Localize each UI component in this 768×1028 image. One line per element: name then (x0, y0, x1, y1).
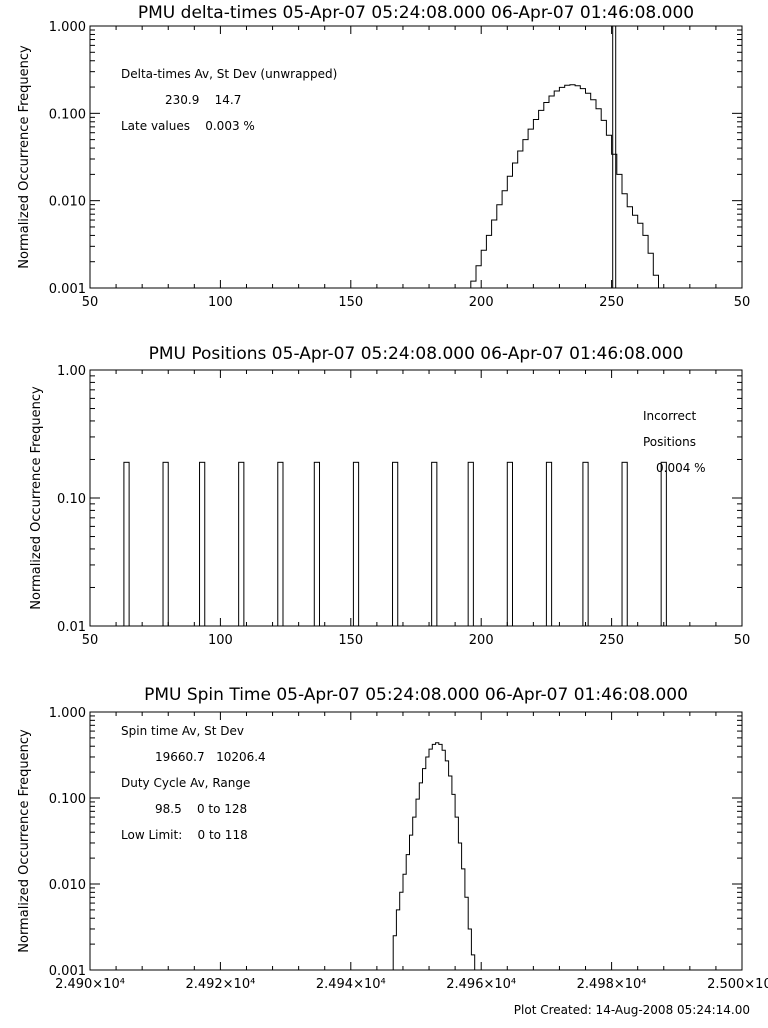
histogram-bar (162, 461, 169, 627)
chart-title: PMU delta-times 05-Apr-07 05:24:08.000 0… (138, 3, 694, 23)
y-axis-label: Normalized Occurrence Frequency (17, 45, 32, 269)
histogram-bar (582, 461, 589, 627)
annotation-text: Positions (643, 435, 696, 449)
y-tick-label: 0.001 (49, 282, 86, 297)
y-tick-label: 0.10 (57, 492, 86, 507)
x-tick-label: 50 (82, 633, 99, 648)
y-axis-label: Normalized Occurrence Frequency (17, 729, 32, 953)
annotation-text: 0.004 % (656, 461, 706, 475)
x-tick-label: 50 (82, 295, 99, 310)
histogram-spike-bar (612, 25, 617, 289)
histogram-bar (660, 461, 667, 627)
x-tick-label: 2.500×10⁴ (707, 977, 768, 992)
chart-panel-3: PMU Spin Time 05-Apr-07 05:24:08.000 06-… (17, 685, 768, 992)
y-tick-label: 0.100 (49, 107, 86, 122)
y-tick-label: 0.100 (49, 792, 86, 807)
histogram-step-line (470, 84, 659, 288)
x-tick-label: 150 (338, 633, 363, 648)
x-tick-label: 2.490×10⁴ (55, 977, 125, 992)
y-axis-label: Normalized Occurrence Frequency (29, 386, 44, 610)
x-tick-label: 50 (734, 295, 751, 310)
chart-title: PMU Spin Time 05-Apr-07 05:24:08.000 06-… (144, 685, 688, 705)
x-tick-label: 100 (208, 633, 233, 648)
y-tick-label: 0.010 (49, 195, 86, 210)
y-tick-label: 1.000 (49, 20, 86, 35)
x-tick-label: 200 (469, 295, 494, 310)
annotation-text: Duty Cycle Av, Range (121, 776, 250, 790)
y-tick-label: 0.010 (49, 878, 86, 893)
x-tick-label: 2.496×10⁴ (446, 977, 516, 992)
histogram-bar (621, 461, 628, 627)
annotation-text: Incorrect (643, 409, 696, 423)
histogram-bar (545, 461, 553, 627)
plot-frame (89, 711, 743, 971)
histogram-bar (277, 461, 284, 627)
annotation-text: 19660.7 10206.4 (155, 750, 266, 764)
plot-frame (89, 25, 743, 289)
x-tick-label: 50 (734, 633, 751, 648)
x-tick-label: 200 (469, 633, 494, 648)
x-tick-label: 100 (208, 295, 233, 310)
chart-title: PMU Positions 05-Apr-07 05:24:08.000 06-… (149, 344, 684, 364)
histogram-bar (431, 461, 438, 627)
annotation-text: Delta-times Av, St Dev (unwrapped) (121, 67, 337, 81)
histogram-bar (313, 461, 321, 627)
histogram-bar (199, 461, 206, 627)
annotation-text: 98.5 0 to 128 (155, 802, 247, 816)
histogram-bar (352, 461, 360, 627)
chart-panel-1: PMU delta-times 05-Apr-07 05:24:08.000 0… (17, 3, 750, 310)
histogram-bar (123, 461, 130, 627)
x-tick-label: 250 (599, 295, 624, 310)
y-tick-label: 0.001 (49, 964, 86, 979)
histogram-bar (392, 461, 399, 627)
chart-panel-2: PMU Positions 05-Apr-07 05:24:08.000 06-… (29, 344, 750, 648)
annotation-text: Low Limit: 0 to 118 (121, 828, 248, 842)
histogram-step-line (392, 742, 476, 970)
x-tick-label: 150 (338, 295, 363, 310)
x-tick-label: 2.494×10⁴ (316, 977, 386, 992)
x-tick-label: 2.492×10⁴ (185, 977, 255, 992)
histogram-bar (467, 461, 474, 627)
x-tick-label: 250 (599, 633, 624, 648)
plot-created-footer: Plot Created: 14-Aug-2008 05:24:14.00 (514, 1003, 750, 1017)
y-tick-label: 0.01 (57, 620, 86, 635)
annotation-text: Late values 0.003 % (121, 119, 255, 133)
annotation-text: Spin time Av, St Dev (121, 724, 244, 738)
histogram-bar (238, 461, 245, 627)
histogram-bar (506, 461, 513, 627)
y-tick-label: 1.000 (49, 706, 86, 721)
y-tick-label: 1.00 (57, 364, 86, 379)
annotation-text: 230.9 14.7 (165, 93, 241, 107)
x-tick-label: 2.498×10⁴ (577, 977, 647, 992)
